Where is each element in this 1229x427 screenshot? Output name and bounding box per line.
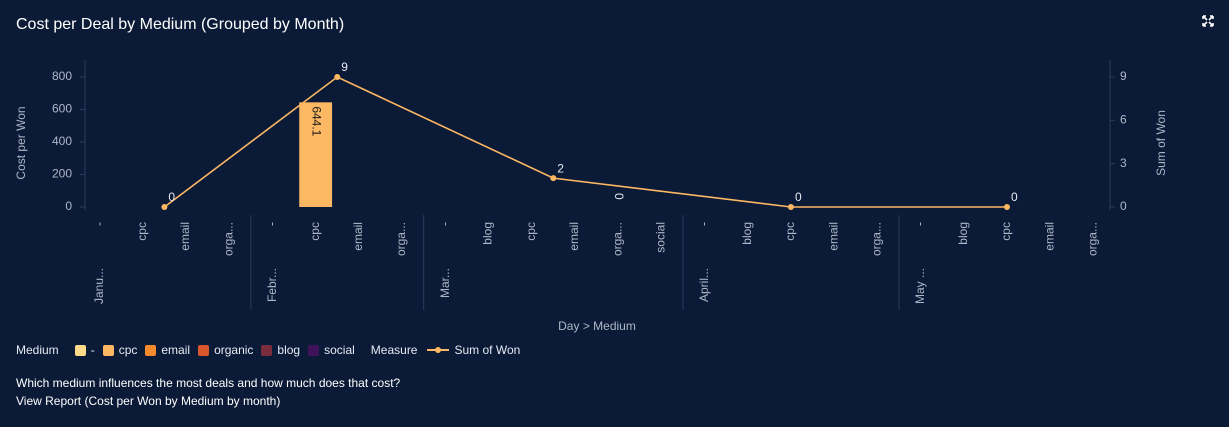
y2-tick-label: 3 xyxy=(1120,156,1127,170)
x-tick-label: email xyxy=(351,222,365,251)
legend-label: email xyxy=(161,343,191,357)
x-tick-label: orga... xyxy=(221,222,235,256)
x-tick-label: - xyxy=(697,222,711,226)
legend-item: blog xyxy=(261,343,300,357)
x-tick-label: email xyxy=(1042,222,1056,251)
footer-question: Which medium influences the most deals a… xyxy=(16,376,401,390)
line xyxy=(163,76,1007,208)
legend-label: Sum of Won xyxy=(454,343,521,357)
legend: Medium - cpc email organic blog social Measur… xyxy=(16,343,536,357)
group-label: Janu... xyxy=(92,268,106,304)
x-tick-label: - xyxy=(437,222,451,226)
legend-item: Sum of Won xyxy=(427,343,528,357)
legend-item: - xyxy=(74,343,95,357)
legend-swatch xyxy=(102,344,114,356)
x-tick-label: blog xyxy=(740,222,754,245)
point-label: 9 xyxy=(341,60,348,74)
legend-label: blog xyxy=(277,343,301,357)
point-label: 0 xyxy=(168,190,175,204)
x-tick-label: orga... xyxy=(1086,222,1100,256)
y-tick-label: 600 xyxy=(52,102,72,116)
y-axis-label: Cost per Won xyxy=(14,106,28,179)
x-tick-label: blog xyxy=(481,222,495,245)
y2-axis-label: Sum of Won xyxy=(1154,110,1168,176)
legend-swatch xyxy=(308,344,320,356)
line-point xyxy=(161,204,168,210)
bar xyxy=(299,102,333,207)
x-tick-label: orga... xyxy=(610,222,624,256)
x-tick-label: - xyxy=(92,222,106,226)
measure-legend-title: Measure xyxy=(370,343,418,357)
x-tick-label: email xyxy=(567,222,581,251)
chart-title: Cost per Deal by Medium (Grouped by Mont… xyxy=(16,16,344,33)
line-point xyxy=(550,175,557,182)
group-label: April... xyxy=(697,268,711,302)
point-label: 0 xyxy=(795,190,802,204)
legend-label: organic xyxy=(214,343,254,357)
x-tick-label: cpc xyxy=(783,222,797,241)
x-tick-label: cpc xyxy=(308,222,322,241)
x-tick-label: orga... xyxy=(394,222,408,256)
line-point xyxy=(334,74,341,80)
legend-item: social xyxy=(308,343,355,357)
bar-value-label: 644.1 xyxy=(309,106,323,136)
y-tick-label: 0 xyxy=(65,199,72,213)
legend-label: cpc xyxy=(118,343,138,357)
legend-title: Medium xyxy=(16,343,59,357)
y-tick-label: 400 xyxy=(52,134,72,148)
x-tick-label: email xyxy=(826,222,840,251)
report-link[interactable]: View Report (Cost per Won by Medium by m… xyxy=(16,394,281,408)
x-tick-label: cpc xyxy=(524,222,538,241)
x-tick-label: - xyxy=(913,222,927,226)
y2-tick-label: 0 xyxy=(1120,199,1127,213)
x-tick-label: cpc xyxy=(135,222,149,241)
x-tick-label: email xyxy=(178,222,192,251)
x-tick-label: cpc xyxy=(999,222,1013,241)
group-label: Mar... xyxy=(438,268,452,298)
legend-label: social xyxy=(324,343,355,357)
bar-value-label: 0 xyxy=(612,193,626,200)
legend-swatch xyxy=(261,344,273,356)
x-axis-label: Day > Medium xyxy=(558,319,636,333)
point-label: 0 xyxy=(1011,190,1018,204)
legend-line xyxy=(427,347,450,353)
legend-label: - xyxy=(90,343,95,357)
group-label: Febr... xyxy=(265,268,279,302)
expand-icon[interactable] xyxy=(1202,15,1214,27)
x-tick-label: orga... xyxy=(870,222,884,256)
legend-item: cpc xyxy=(102,343,138,357)
x-tick-label: blog xyxy=(956,222,970,245)
x-tick-label: - xyxy=(265,222,279,226)
y2-tick-label: 9 xyxy=(1120,69,1127,83)
y-tick-label: 200 xyxy=(52,167,72,181)
group-label: May ... xyxy=(913,268,927,304)
point-label: 2 xyxy=(557,161,564,175)
footer: Which medium influences the most deals a… xyxy=(16,374,400,410)
line-point xyxy=(787,204,794,210)
y-tick-label: 800 xyxy=(52,69,72,83)
legend-items: - cpc email organic blog social xyxy=(74,343,363,357)
legend-item: email xyxy=(145,343,190,357)
line-point xyxy=(1003,204,1010,210)
legend-item: organic xyxy=(198,343,253,357)
legend-swatch xyxy=(198,344,210,356)
legend-swatch xyxy=(145,344,157,356)
y2-tick-label: 6 xyxy=(1120,113,1127,127)
legend-swatch xyxy=(74,344,86,356)
x-tick-label: social xyxy=(653,222,667,253)
